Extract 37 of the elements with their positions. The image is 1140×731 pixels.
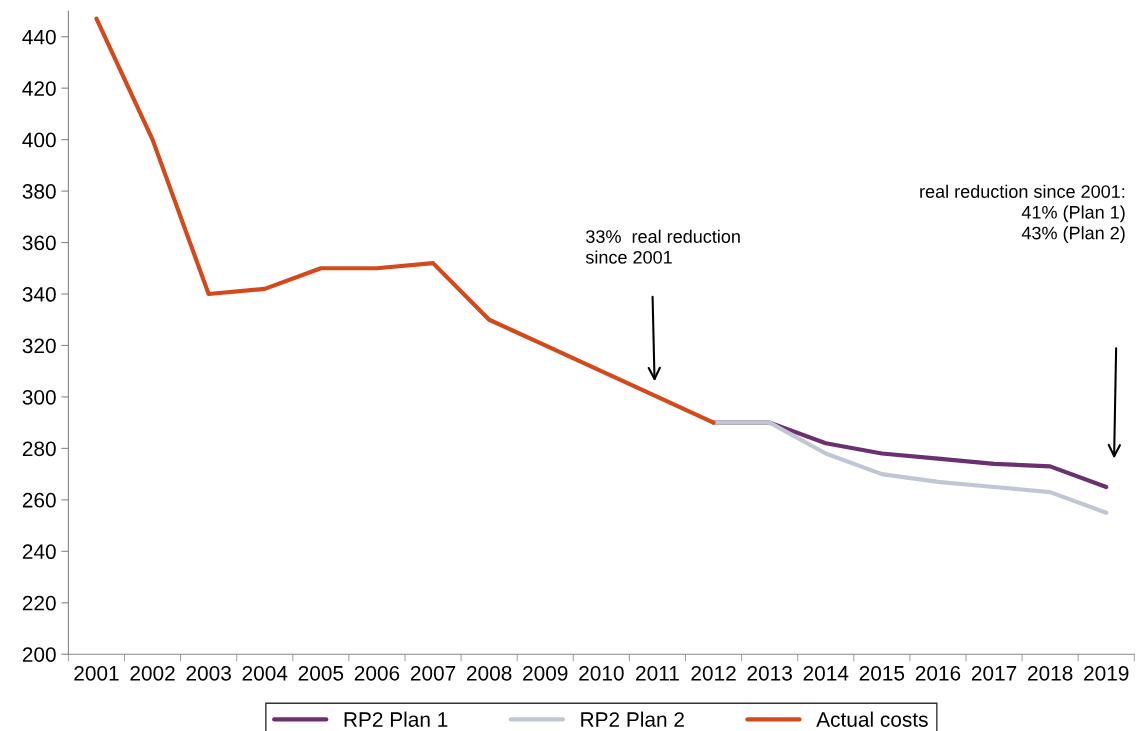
y-tick-label: 360	[22, 235, 56, 251]
x-tick-label: 2012	[691, 665, 736, 681]
y-tick-label: 380	[22, 184, 56, 199]
y-tick-label: 300	[22, 389, 56, 405]
x-tick-label: 2018	[1028, 665, 1073, 681]
x-tick-label: 2011	[636, 665, 679, 681]
annotation: real reduction since 2001: 41% (Plan 1) 43% (Plan 2)	[920, 184, 1125, 243]
x-tick-label: 2007	[410, 665, 456, 681]
y-tick-label: 220	[22, 595, 56, 611]
legend-label: RP2 Plan 1	[344, 711, 448, 727]
x-tick-label: 2019	[1084, 665, 1129, 681]
x-tick-label: 2005	[298, 665, 344, 681]
x-tick-label: 2008	[467, 665, 512, 681]
x-tick-label: 2002	[130, 665, 175, 681]
y-tick-label: 400	[22, 132, 56, 148]
x-tick-label: 2015	[859, 665, 905, 681]
legend-label: Actual costs	[816, 711, 928, 727]
x-tick-label: 2013	[747, 665, 792, 681]
x-tick-label: 2010	[579, 665, 624, 681]
x-tick-label: 2001	[74, 665, 119, 681]
y-tick-label: 420	[22, 81, 56, 96]
y-tick-label: 240	[22, 544, 56, 560]
y-tick-label: 280	[22, 441, 56, 457]
y-tick-label: 340	[22, 287, 56, 302]
legend-label: RP2 Plan 2	[581, 711, 684, 727]
y-tick-label: 260	[22, 492, 56, 508]
x-tick-label: 2004	[242, 665, 288, 681]
x-tick-label: 2016	[915, 665, 961, 681]
y-tick-label: 200	[22, 647, 56, 662]
x-tick-label: 2009	[523, 665, 568, 681]
y-tick-label: 440	[22, 29, 56, 45]
x-tick-label: 2006	[354, 665, 400, 681]
x-tick-label: 2014	[803, 665, 849, 681]
x-tick-label: 2003	[186, 665, 231, 681]
x-tick-label: 2017	[971, 665, 1017, 681]
annotation: 33% real reduction since 2001	[585, 229, 740, 264]
y-tick-label: 320	[22, 338, 56, 354]
